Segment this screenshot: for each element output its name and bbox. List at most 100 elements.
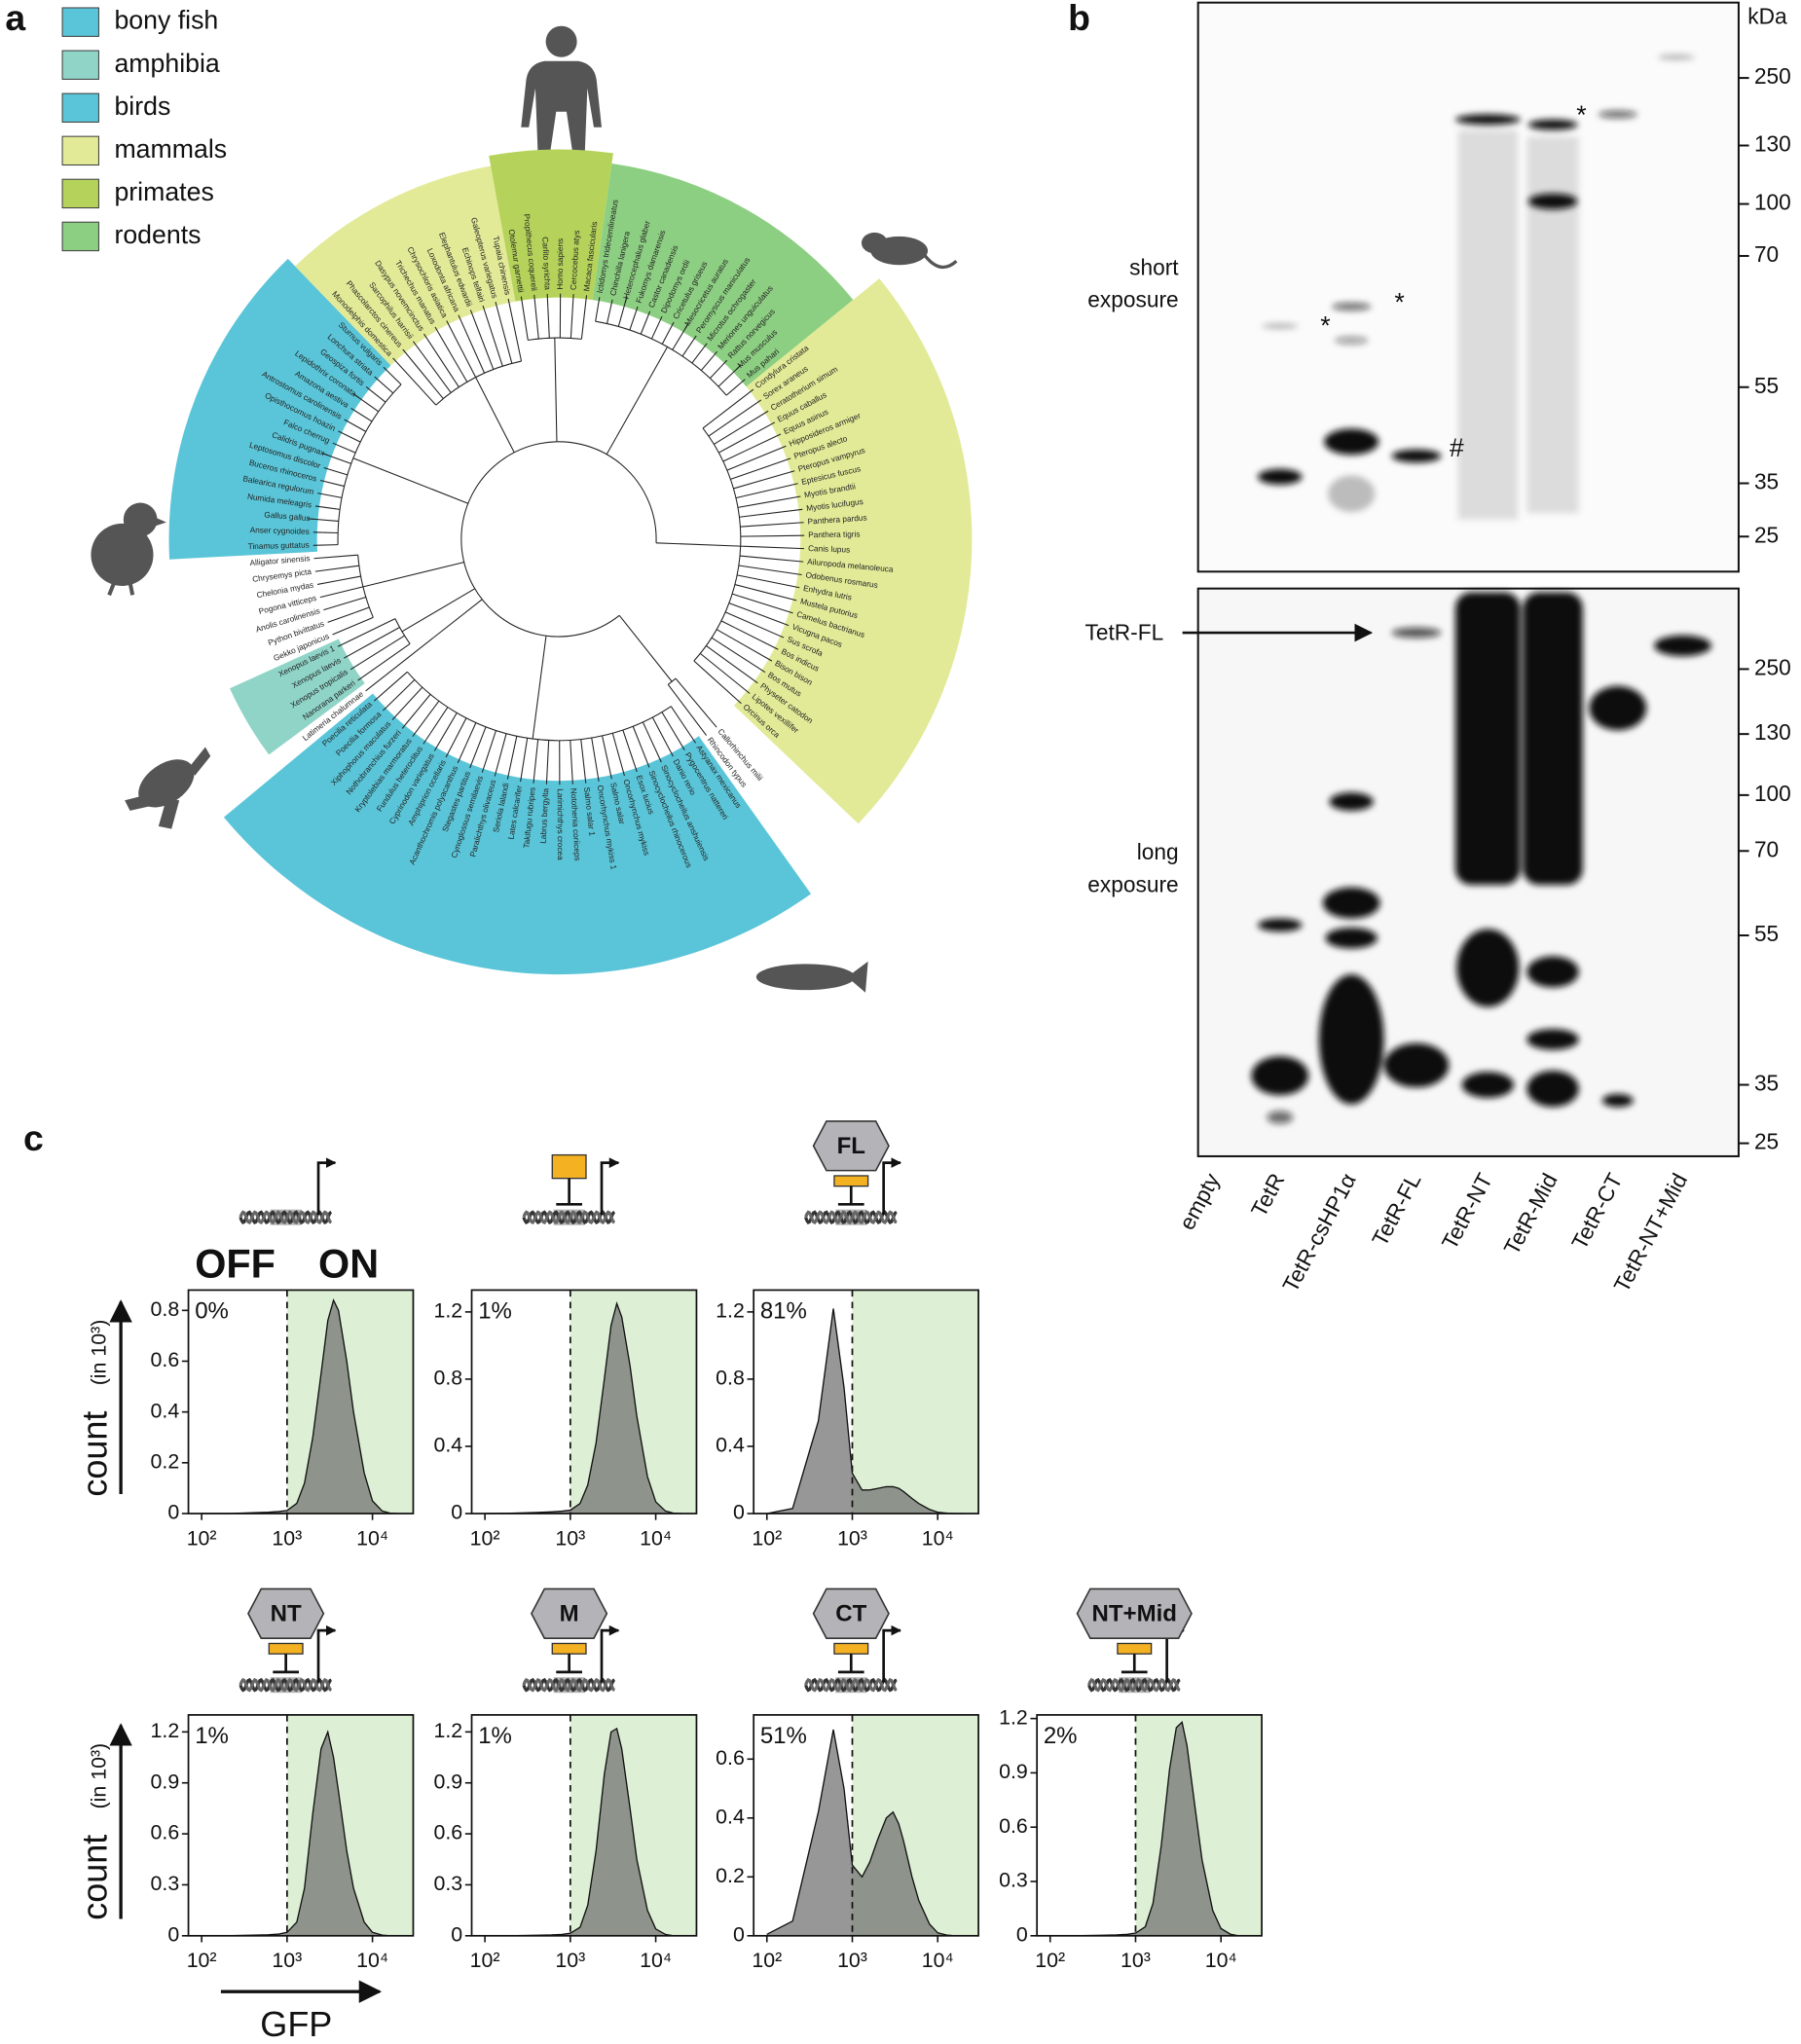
x-tick-label: 10⁴ (356, 1526, 388, 1550)
branch (446, 320, 477, 378)
legend-swatch (61, 7, 99, 37)
branch (751, 610, 790, 627)
legend-label: mammals (114, 134, 227, 164)
chick-silhouette (154, 517, 166, 527)
construct-icon (239, 1157, 337, 1225)
marker-label: 55 (1754, 373, 1779, 398)
band (1454, 592, 1521, 885)
lane-label: empty (1174, 1168, 1225, 1233)
plot-frame (753, 1714, 979, 1937)
construct-shape (1076, 1588, 1193, 1639)
band (1258, 468, 1303, 485)
branch (454, 380, 459, 388)
branch (413, 341, 433, 368)
branch (321, 452, 351, 464)
species-label: Anser cygnoides (250, 526, 310, 536)
percent-label: 1% (195, 1723, 229, 1749)
branch (760, 495, 801, 504)
y-axis-label: count (75, 1835, 115, 1920)
species-label: Tinamus guttatus (248, 541, 310, 552)
branch (379, 396, 386, 403)
x-tick-label: 10⁴ (356, 1949, 388, 1972)
species-label: Carlito syrichta (540, 237, 552, 290)
branch (693, 660, 707, 673)
y-tick-label: 1.2 (434, 1719, 463, 1742)
branch (533, 294, 538, 324)
branch (717, 641, 766, 674)
histogram-fill (766, 1730, 964, 1936)
legend-swatch (61, 178, 99, 209)
y-tick-label: 0.9 (999, 1760, 1028, 1783)
branch (547, 307, 550, 339)
branch (708, 426, 722, 437)
frog-silhouette (125, 747, 211, 829)
branch (651, 716, 668, 746)
histogram-fill (485, 1303, 681, 1515)
band (1262, 323, 1299, 329)
branch (505, 341, 513, 364)
branch (392, 357, 437, 406)
tetr (1117, 1642, 1153, 1655)
dna (1087, 1677, 1181, 1693)
percent-label: 81% (760, 1297, 807, 1324)
species-label: Canis lupus (808, 544, 851, 555)
x-tick-label: 10³ (555, 1526, 585, 1550)
branch (332, 442, 349, 451)
branch (681, 348, 687, 357)
species-label: Gallus gallus (264, 510, 311, 523)
clade-band (223, 693, 812, 975)
branch (354, 606, 370, 613)
branch (337, 621, 388, 647)
branch (523, 738, 529, 762)
blot-bands (1251, 55, 1711, 1124)
y-axis-label: count (75, 1411, 115, 1497)
branch (536, 323, 539, 340)
branch (365, 385, 381, 398)
exposure-label: exposure (1087, 871, 1178, 896)
branch (348, 449, 356, 454)
branch (352, 457, 469, 504)
marker-label: 70 (1754, 836, 1779, 861)
x-tick-label: 10² (187, 1526, 217, 1550)
histogram (485, 1727, 681, 1937)
branch (764, 592, 797, 602)
y-tick-label: 0 (733, 1922, 745, 1946)
construct-icon: NT+Mid (1076, 1588, 1193, 1694)
band (1589, 685, 1647, 731)
band (1526, 1029, 1579, 1050)
branch (722, 451, 745, 462)
branch (718, 448, 726, 454)
dna (239, 1677, 333, 1693)
branch (383, 690, 404, 712)
plot-frame (187, 1714, 415, 1937)
marker-label: 130 (1754, 130, 1791, 156)
arrow-label: TetR-FL (1085, 619, 1164, 644)
dna (522, 1210, 616, 1224)
tetr (551, 1642, 587, 1655)
branch (724, 659, 758, 684)
branch (618, 614, 673, 682)
histogram-fill (202, 1732, 399, 1936)
branch (602, 735, 609, 767)
branch (570, 740, 573, 785)
y-tick-label: 0.4 (716, 1805, 745, 1828)
x-tick-label: 10⁴ (922, 1526, 954, 1550)
construct-shape (812, 1120, 890, 1172)
percent-label: 1% (478, 1723, 512, 1749)
branch (507, 298, 523, 362)
branch (645, 728, 662, 763)
promoter-arrow (600, 1157, 620, 1216)
branch (481, 759, 488, 773)
branch (481, 340, 495, 370)
branch (342, 554, 358, 557)
construct-label: CT (835, 1600, 866, 1626)
branch (532, 636, 547, 740)
branch (640, 311, 650, 335)
histogram (485, 1301, 682, 1515)
band (1456, 929, 1520, 1007)
y-tick-label: 0.6 (151, 1348, 180, 1371)
branch (745, 457, 791, 475)
dna (804, 1210, 898, 1224)
construct-label: M (560, 1600, 579, 1626)
